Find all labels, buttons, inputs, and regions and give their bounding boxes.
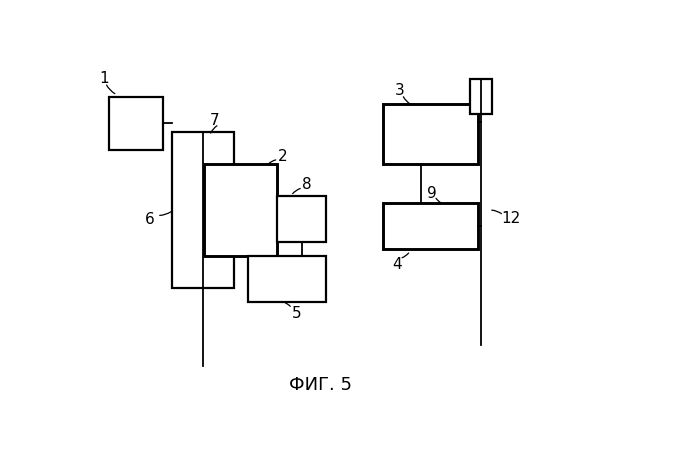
Bar <box>470 80 491 115</box>
Text: 2: 2 <box>278 148 288 163</box>
Text: 3: 3 <box>395 83 405 98</box>
Text: ФИГ. 5: ФИГ. 5 <box>289 375 352 393</box>
Text: 5: 5 <box>292 306 301 320</box>
Text: 12: 12 <box>501 210 520 225</box>
Bar <box>248 257 326 302</box>
Text: 6: 6 <box>145 212 155 227</box>
Text: 9: 9 <box>427 185 437 201</box>
Bar <box>383 203 478 249</box>
Text: 1: 1 <box>99 71 108 85</box>
Bar <box>172 133 234 288</box>
Text: 7: 7 <box>210 113 220 128</box>
Text: 4: 4 <box>392 256 402 271</box>
Bar <box>383 105 478 165</box>
Bar <box>277 196 326 242</box>
Text: 8: 8 <box>302 177 312 191</box>
Bar <box>109 97 163 151</box>
Bar <box>204 165 277 257</box>
